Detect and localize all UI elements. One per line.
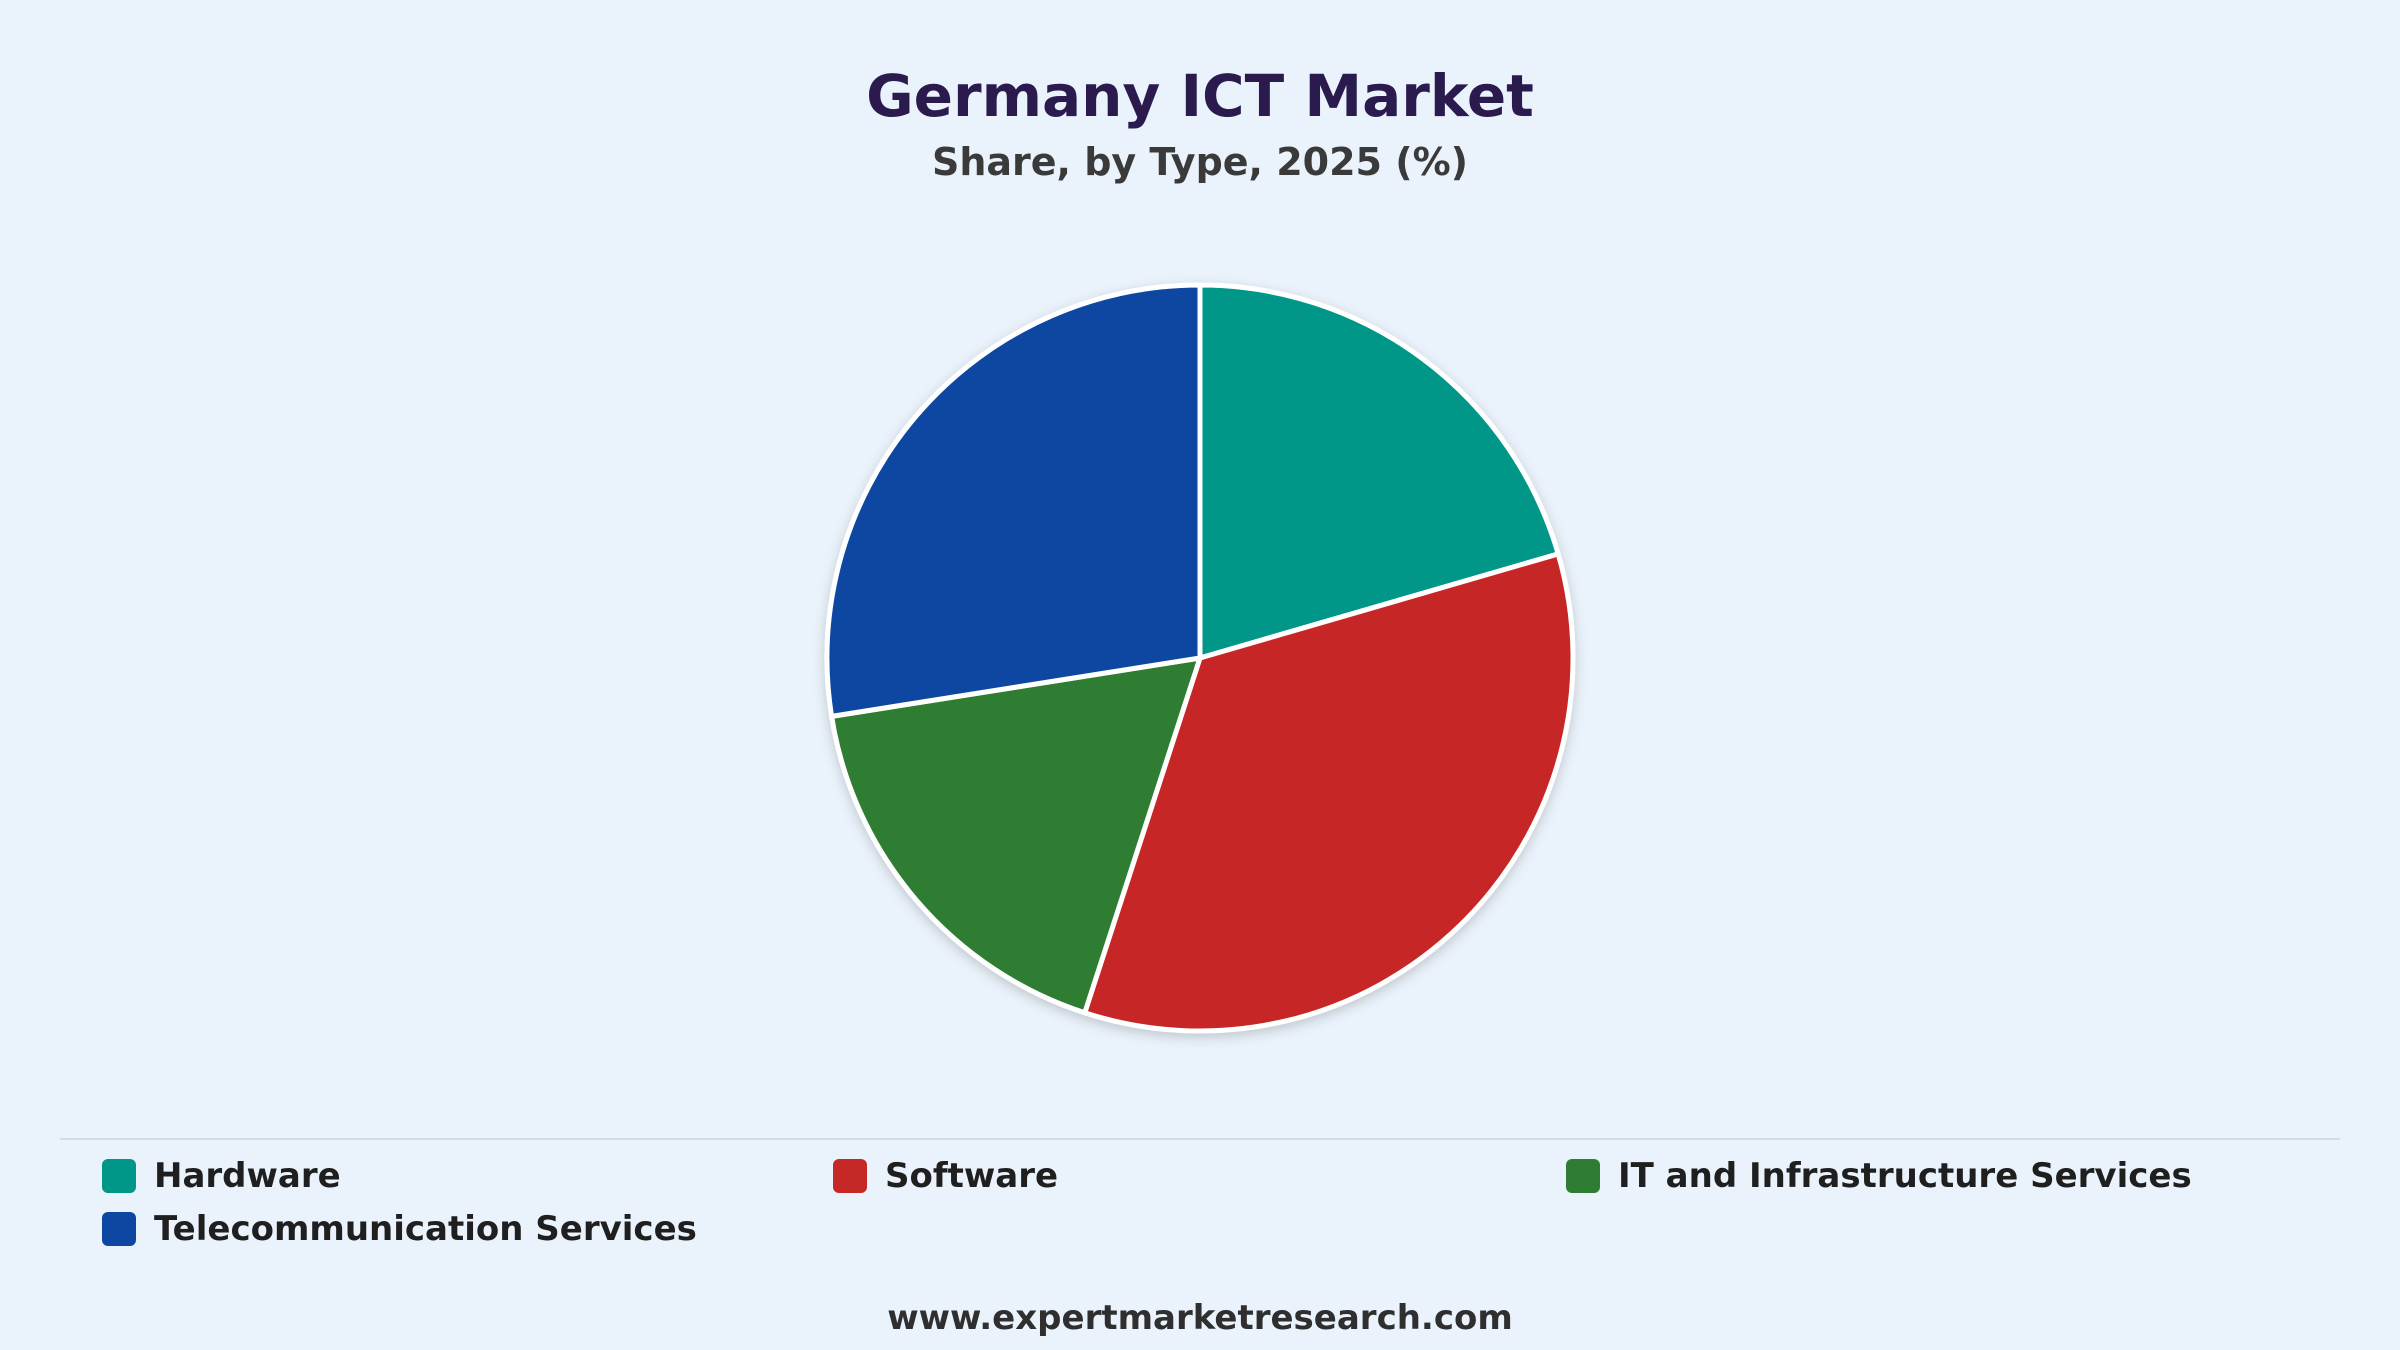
pie-slice-hardware[interactable] [1197, 282, 1561, 661]
pie-slice-telecommunication-services[interactable] [824, 282, 1203, 719]
chart-subtitle: Share, by Type, 2025 (%) [931, 140, 1469, 184]
legend-divider [60, 1138, 2340, 1140]
pie-slice-software[interactable] [1082, 551, 1576, 1034]
pie-slice-it-and-infrastructure-services[interactable] [829, 655, 1203, 1016]
source-footer[interactable]: www.expertmarketresearch.com [887, 1298, 1513, 1338]
chart-title: Germany ICT Market [866, 62, 1534, 130]
